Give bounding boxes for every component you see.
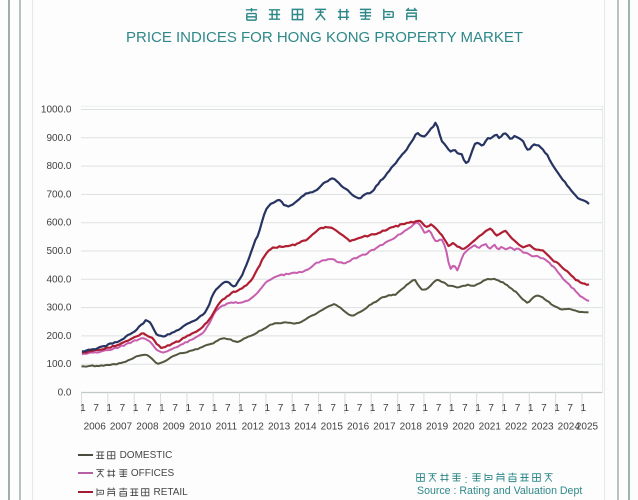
svg-text:7: 7 <box>515 403 521 414</box>
svg-text:2006: 2006 <box>84 422 107 433</box>
svg-text:1: 1 <box>106 403 112 414</box>
svg-text:1: 1 <box>449 403 455 414</box>
svg-text:7: 7 <box>488 403 494 414</box>
svg-text:900.0: 900.0 <box>46 133 71 144</box>
svg-text:2015: 2015 <box>321 422 344 433</box>
svg-text:1: 1 <box>291 403 297 414</box>
svg-text:2017: 2017 <box>373 422 396 433</box>
svg-text:1: 1 <box>344 403 350 414</box>
svg-text:2010: 2010 <box>189 422 212 433</box>
svg-text:7: 7 <box>199 403 205 414</box>
svg-text:7: 7 <box>567 403 573 414</box>
svg-text:7: 7 <box>120 403 126 414</box>
svg-text:1: 1 <box>186 403 192 414</box>
svg-text:2020: 2020 <box>452 422 475 433</box>
svg-text:2007: 2007 <box>110 422 133 433</box>
svg-text:2012: 2012 <box>242 422 265 433</box>
svg-text:7: 7 <box>304 403 310 414</box>
svg-text:1: 1 <box>265 403 271 414</box>
svg-text:1: 1 <box>528 403 534 414</box>
svg-text:2009: 2009 <box>163 422 186 433</box>
svg-text:100.0: 100.0 <box>46 359 71 370</box>
svg-text:7: 7 <box>436 403 442 414</box>
svg-text:7: 7 <box>278 403 284 414</box>
svg-text:800.0: 800.0 <box>46 161 71 172</box>
svg-text:2018: 2018 <box>400 422 423 433</box>
svg-text:7: 7 <box>409 403 415 414</box>
svg-text:7: 7 <box>357 403 363 414</box>
svg-text:7: 7 <box>172 403 178 414</box>
svg-text:1: 1 <box>581 403 587 414</box>
svg-text:600.0: 600.0 <box>46 218 71 229</box>
svg-text:1: 1 <box>370 403 376 414</box>
svg-text:1: 1 <box>502 403 508 414</box>
svg-text:1: 1 <box>238 403 244 414</box>
svg-text:2024: 2024 <box>558 422 581 433</box>
svg-text:1: 1 <box>159 403 165 414</box>
svg-text:1: 1 <box>554 403 560 414</box>
svg-text:1: 1 <box>133 403 139 414</box>
svg-text:2011: 2011 <box>216 422 238 433</box>
svg-text:7: 7 <box>93 403 99 414</box>
svg-text:2014: 2014 <box>294 422 317 433</box>
svg-text:300.0: 300.0 <box>46 303 71 314</box>
svg-text:2008: 2008 <box>136 422 159 433</box>
svg-text:7: 7 <box>330 403 336 414</box>
svg-text:7: 7 <box>225 403 231 414</box>
svg-text:1: 1 <box>212 403 218 414</box>
svg-text:1: 1 <box>80 403 86 414</box>
svg-text:1: 1 <box>475 403 481 414</box>
svg-text:500.0: 500.0 <box>46 246 71 257</box>
svg-text:1: 1 <box>423 403 429 414</box>
svg-text:2016: 2016 <box>347 422 370 433</box>
svg-text:7: 7 <box>462 403 468 414</box>
svg-text:1000.0: 1000.0 <box>41 105 72 116</box>
svg-text:2013: 2013 <box>268 422 291 433</box>
svg-text:700.0: 700.0 <box>46 189 71 200</box>
svg-text:7: 7 <box>146 403 152 414</box>
svg-text:0.0: 0.0 <box>58 388 72 399</box>
svg-text:2021: 2021 <box>479 422 502 433</box>
svg-text:200.0: 200.0 <box>46 331 71 342</box>
svg-text:2025: 2025 <box>576 422 599 433</box>
svg-text:7: 7 <box>383 403 389 414</box>
svg-text:1: 1 <box>317 403 323 414</box>
svg-text:2022: 2022 <box>505 422 528 433</box>
svg-text:7: 7 <box>251 403 257 414</box>
svg-text:7: 7 <box>541 403 547 414</box>
svg-text:400.0: 400.0 <box>46 274 71 285</box>
svg-text:2019: 2019 <box>426 422 449 433</box>
svg-text:2023: 2023 <box>531 422 554 433</box>
svg-text:1: 1 <box>396 403 402 414</box>
